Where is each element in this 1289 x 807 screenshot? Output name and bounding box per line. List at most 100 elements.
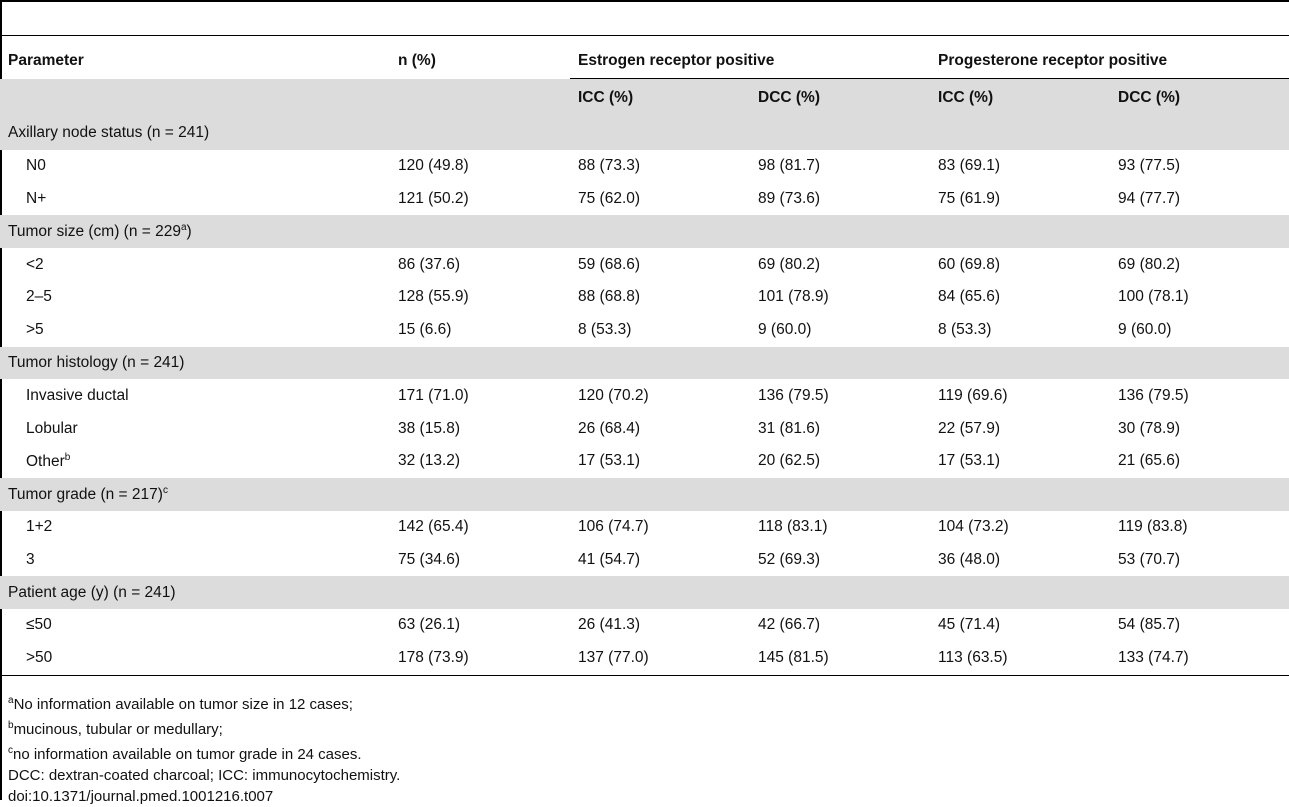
header-parameter: Parameter [8, 51, 84, 69]
section-label-text: Tumor grade (n = 217) [8, 485, 163, 503]
cell-n: 120 (49.8) [398, 157, 469, 175]
table-row: N0 120 (49.8) 88 (73.3) 98 (81.7) 83 (69.1) 9… [0, 150, 1289, 183]
footnote-text: No information available on tumor size i… [13, 696, 353, 713]
header-er-dcc: DCC (%) [750, 78, 931, 117]
row-label: Lobular [0, 412, 390, 445]
cell-pr-icc: 83 (69.1) [938, 157, 1001, 175]
cell-pr-dcc: 119 (83.8) [1118, 517, 1188, 535]
row-label: Invasive ductal [0, 379, 390, 412]
cell-er-icc: 88 (68.8) [578, 288, 641, 306]
footnote-marker: b [8, 720, 14, 731]
section-label: Patient age (y) (n = 241) [0, 576, 1289, 609]
section-label: Axillary node status (n = 241) [0, 117, 1289, 150]
cell-n: 32 (13.2) [398, 452, 461, 470]
row-label: Otherb [0, 445, 390, 478]
section-label-suffix: ) [186, 223, 192, 241]
row-label: >5 [0, 314, 390, 347]
cell-n: 15 (6.6) [398, 321, 452, 339]
section-row: Axillary node status (n = 241) [0, 117, 1289, 150]
section-label-text: Tumor size (cm) (n = 229 [8, 223, 181, 241]
cell-er-icc: 26 (41.3) [578, 616, 641, 634]
cell-er-dcc: 42 (66.7) [758, 616, 821, 634]
table-row: Lobular 38 (15.8) 26 (68.4) 31 (81.6) 22 (57… [0, 412, 1289, 445]
section-label: Tumor histology (n = 241) [0, 346, 1289, 380]
cell-er-icc: 137 (77.0) [570, 641, 750, 676]
table-row: Invasive ductal 171 (71.0) 120 (70.2) 136 (… [0, 379, 1289, 412]
cell-er-dcc: 118 (83.1) [758, 517, 828, 535]
footnote-line: bmucinous, tubular or medullary; [8, 715, 400, 740]
cell-pr-dcc: 53 (70.7) [1118, 550, 1181, 568]
cell-er-icc: 17 (53.1) [578, 452, 641, 470]
cell-pr-icc: 36 (48.0) [938, 550, 1001, 568]
section-label-text: Axillary node status (n = 241) [8, 124, 210, 142]
cell-er-dcc: 52 (69.3) [758, 550, 821, 568]
cell-pr-dcc: 93 (77.5) [1118, 157, 1181, 175]
header-row-2: ICC (%) DCC (%) ICC (%) DCC (%) [0, 78, 1289, 117]
section-row: Tumor size (cm) (n = 229a) [0, 215, 1289, 249]
row-label-text: N0 [26, 157, 46, 175]
cell-er-icc: 88 (73.3) [578, 157, 641, 175]
cell-er-icc: 26 (68.4) [578, 419, 641, 437]
cell-pr-icc: 60 (69.8) [938, 255, 1001, 273]
footnotes: aNo information available on tumor size … [8, 690, 400, 807]
cell-er-dcc: 145 (81.5) [750, 641, 931, 676]
cell-er-dcc: 101 (78.9) [758, 288, 829, 306]
table-row: <2 86 (37.6) 59 (68.6) 69 (80.2) 60 (69.8) 69… [0, 248, 1289, 281]
section-label-text: Tumor histology (n = 241) [8, 353, 185, 371]
row-label: >50 [0, 641, 390, 676]
header-er-icc: ICC (%) [570, 78, 750, 117]
cell-er-icc: 59 (68.6) [578, 255, 641, 273]
header-blank-2 [390, 78, 570, 117]
cell-pr-icc: 113 (63.5) [930, 641, 1111, 676]
cell-n: 121 (50.2) [398, 189, 469, 207]
section-row: Tumor grade (n = 217)c [0, 477, 1289, 511]
cell-er-dcc: 69 (80.2) [758, 255, 821, 273]
cell-pr-icc: 8 (53.3) [938, 321, 992, 339]
table-head: Parameter n (%) Estrogen receptor positi… [0, 43, 1289, 117]
header-n: n (%) [398, 51, 436, 69]
row-label-text: Other [26, 452, 65, 470]
section-label: Tumor size (cm) (n = 229a) [0, 215, 1289, 249]
cell-er-dcc: 89 (73.6) [758, 189, 821, 207]
table-row: 1+2 142 (65.4) 106 (74.7) 118 (83.1) 104 (73… [0, 511, 1289, 544]
footnote-text: DCC: dextran-coated charcoal; ICC: immun… [8, 767, 401, 784]
row-label: ≤50 [0, 609, 390, 642]
table-row: 2–5 128 (55.9) 88 (68.8) 101 (78.9) 84 (65.6… [0, 281, 1289, 314]
cell-n: 178 (73.9) [390, 641, 570, 676]
row-label-text: 2–5 [26, 288, 52, 306]
row-label: N0 [0, 150, 390, 183]
row-label: N+ [0, 183, 390, 216]
header-rule [0, 35, 1289, 36]
cell-er-dcc: 20 (62.5) [758, 452, 821, 470]
cell-pr-icc: 75 (61.9) [938, 189, 1001, 207]
header-pr-icc: ICC (%) [930, 78, 1111, 117]
row-label: 2–5 [0, 281, 390, 314]
cell-pr-icc: 104 (73.2) [938, 517, 1009, 535]
row-label: 1+2 [0, 511, 390, 544]
cell-pr-icc: 119 (69.6) [938, 386, 1008, 404]
row-label-text: Invasive ductal [26, 386, 129, 404]
footnote-text: mucinous, tubular or medullary; [13, 721, 223, 738]
cell-pr-dcc: 30 (78.9) [1118, 419, 1181, 437]
table-row: >5 15 (6.6) 8 (53.3) 9 (60.0) 8 (53.3) 9 (60.… [0, 314, 1289, 347]
cell-pr-dcc: 100 (78.1) [1118, 288, 1189, 306]
row-label-text: Lobular [26, 419, 78, 437]
cell-n: 171 (71.0) [398, 386, 469, 404]
section-row: Patient age (y) (n = 241) [0, 576, 1289, 609]
cell-n: 86 (37.6) [398, 255, 461, 273]
cell-pr-dcc: 69 (80.2) [1118, 255, 1181, 273]
cell-er-icc: 106 (74.7) [578, 517, 649, 535]
row-label-text: <2 [26, 255, 44, 273]
row-label: 3 [0, 543, 390, 576]
footnote-line: DCC: dextran-coated charcoal; ICC: immun… [8, 765, 400, 786]
footnote-marker: a [180, 222, 187, 234]
row-label-text: >50 [26, 649, 53, 667]
footnote-line: aNo information available on tumor size … [8, 690, 400, 715]
cell-er-icc: 75 (62.0) [578, 189, 641, 207]
footnote-line: cno information available on tumor grade… [8, 740, 400, 765]
cell-er-dcc: 136 (79.5) [758, 386, 829, 404]
row-label-text: 3 [26, 550, 35, 568]
receptor-table: Parameter n (%) Estrogen receptor positi… [0, 43, 1289, 676]
cell-n: 128 (55.9) [398, 288, 469, 306]
